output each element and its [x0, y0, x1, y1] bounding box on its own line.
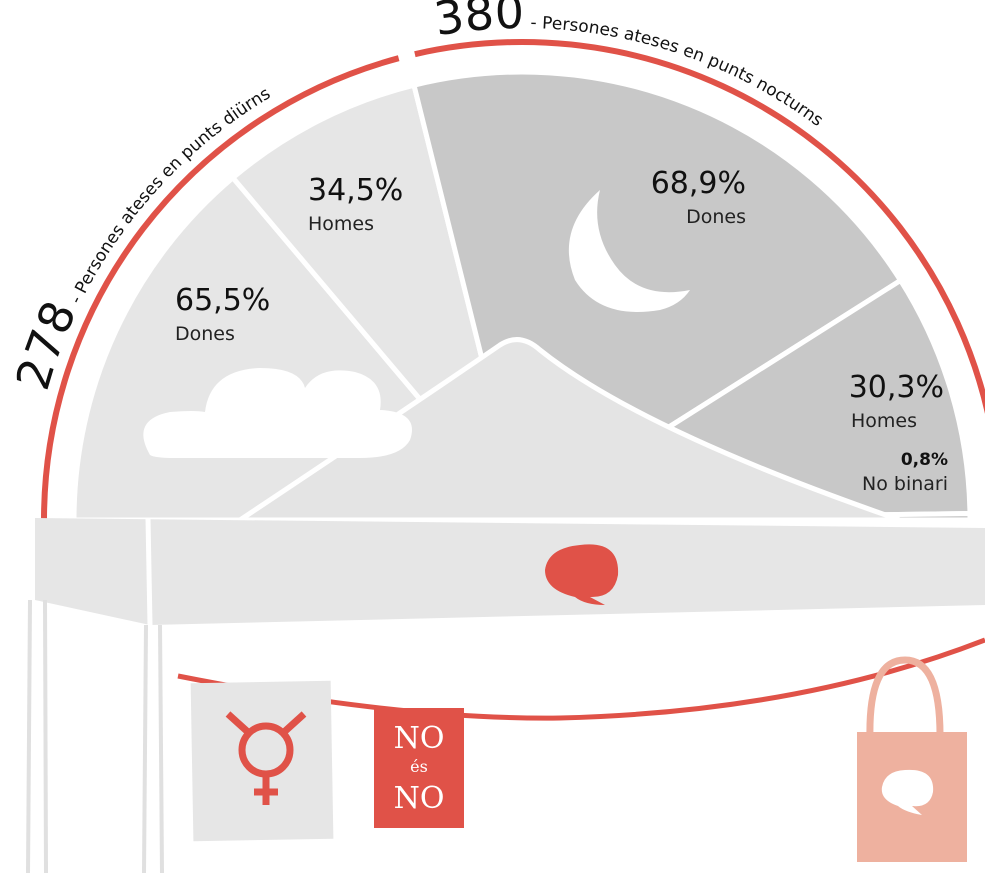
pct: 68,9%	[651, 166, 746, 201]
poles	[26, 599, 164, 873]
flag-no	[374, 708, 464, 828]
seg-label: Homes	[851, 410, 917, 432]
seg-label: Dones	[175, 323, 235, 345]
moon	[568, 190, 690, 312]
tent	[35, 518, 985, 625]
seg-label: No binari	[862, 473, 948, 495]
night-count: 380	[431, 0, 525, 46]
seg-label: Dones	[686, 206, 746, 228]
pct: 0,8%	[901, 450, 948, 470]
flag-text: NO	[394, 721, 445, 756]
flag-text: NO	[394, 781, 445, 816]
seg-label: Homes	[308, 213, 374, 235]
count-arc	[414, 39, 985, 414]
bag-icon	[881, 769, 934, 815]
cloud	[143, 368, 413, 458]
pct: 30,3%	[849, 370, 944, 405]
flag-text: és	[410, 757, 428, 776]
tent-seam	[145, 517, 153, 626]
trans-symbol	[225, 711, 307, 805]
speech-icon	[545, 544, 619, 605]
pct: 65,5%	[175, 283, 270, 318]
flag-trans	[190, 680, 334, 842]
count-arc	[41, 55, 400, 521]
bag-handle	[866, 656, 944, 741]
pct: 34,5%	[308, 173, 403, 208]
